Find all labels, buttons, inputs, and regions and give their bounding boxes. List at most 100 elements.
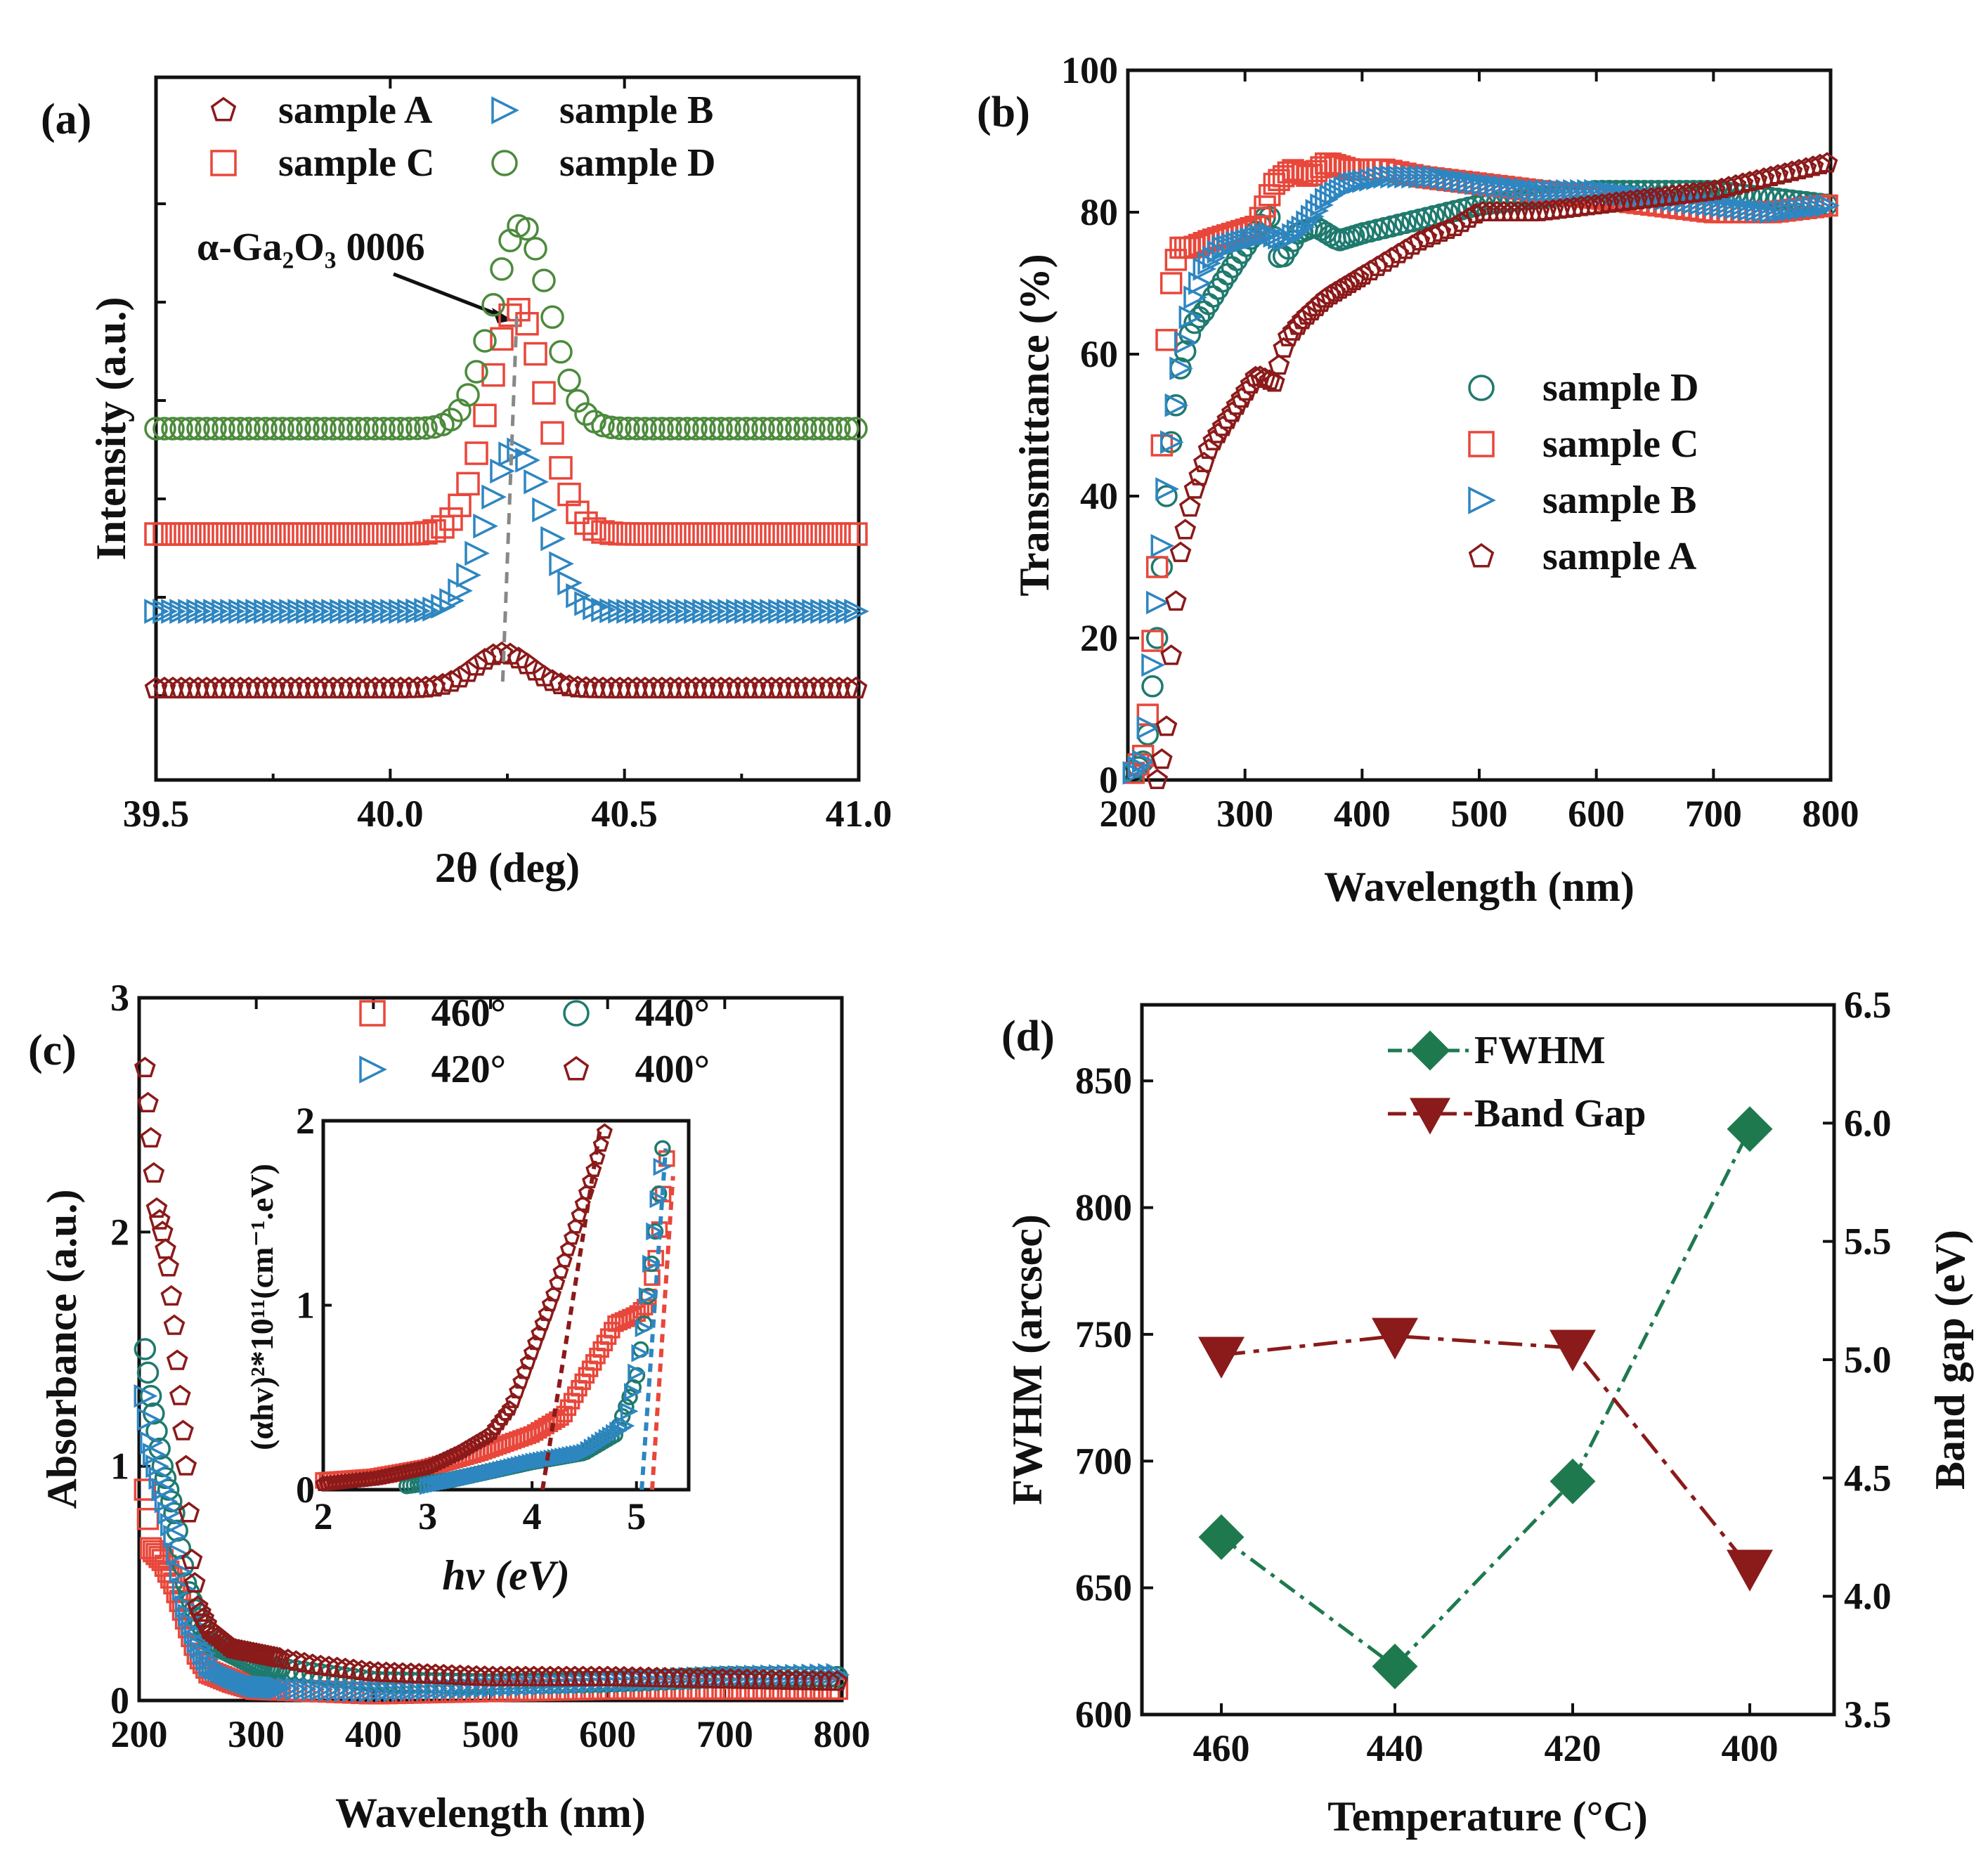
panel-b-point-sample-D (1150, 556, 1174, 578)
panel-a-point-sample-D (827, 417, 851, 441)
panel-a-point-sample-A (557, 674, 581, 696)
panel-b-point-sample-A (1739, 171, 1761, 192)
panel-d-ytick-label: 650 (1075, 1567, 1132, 1609)
panel-c-point-420° (342, 1679, 366, 1703)
panel-c-inset-point-400° (571, 1207, 587, 1223)
panel-a-legend-marker (210, 96, 237, 122)
panel-b-point-sample-A (1717, 176, 1740, 197)
panel-b-point-sample-B (1556, 178, 1580, 203)
panel-a-point-sample-D (532, 268, 556, 292)
panel-c-point-420° (481, 1674, 506, 1698)
panel-c-inset-point-420° (635, 1319, 654, 1338)
panel-c-legend-label: 440° (635, 991, 710, 1035)
panel-b-point-sample-B (1464, 171, 1488, 195)
panel-a-point-sample-B (363, 599, 389, 624)
panel-a-point-sample-C (532, 381, 556, 405)
panel-b-point-sample-A (1746, 169, 1768, 190)
panel-a-point-sample-D (279, 417, 303, 441)
panel-c-point-400° (342, 1658, 365, 1679)
panel-a-point-sample-D (330, 417, 353, 441)
panel-c-point-420° (367, 1679, 391, 1703)
panel-a-point-sample-B (397, 598, 422, 624)
panel-b-point-sample-A (1696, 180, 1719, 201)
panel-a-point-sample-B (734, 599, 760, 624)
panel-a-point-sample-D (296, 417, 320, 441)
panel-b-point-sample-B (1164, 393, 1189, 417)
panel-a-point-sample-B (844, 599, 869, 624)
panel-a-point-sample-B (195, 599, 220, 624)
panel-c-inset-point-400° (589, 1149, 606, 1165)
panel-a-point-sample-D (338, 417, 362, 441)
panel-c-inset-xtick-label: 3 (418, 1495, 437, 1537)
panel-b-point-sample-B (1788, 197, 1812, 221)
panel-b-point-sample-A (1570, 195, 1592, 216)
panel-a-point-sample-B (178, 599, 203, 624)
panel-b-ytick-label: 60 (1080, 333, 1118, 375)
panel-c-point-420° (181, 1612, 204, 1637)
panel-c-ytick-label: 3 (110, 977, 129, 1019)
panel-a-point-sample-B (557, 570, 583, 596)
panel-a-point-sample-D (819, 417, 843, 441)
panel-b-point-sample-A (1263, 371, 1285, 392)
panel-a-point-sample-D (540, 305, 564, 330)
panel-b-point-sample-A (1155, 715, 1178, 736)
panel-b-point-sample-B (1809, 194, 1833, 219)
panel-b-point-sample-A (1415, 226, 1438, 248)
panel-c-point-400° (309, 1654, 332, 1676)
panel-b-point-sample-B (1188, 271, 1212, 295)
panel-b-point-sample-A (1668, 183, 1691, 204)
panel-c-xtick-label: 700 (696, 1713, 753, 1755)
panel-a-point-sample-D (785, 417, 809, 441)
panel-a-point-sample-B (380, 599, 405, 624)
panel-b-xtick-label: 400 (1334, 793, 1391, 835)
panel-b-point-sample-C (1136, 703, 1159, 726)
panel-a-point-sample-B (819, 599, 844, 624)
panel-c-point-420° (383, 1678, 408, 1703)
panel-a-point-sample-C (439, 507, 463, 531)
panel-b-xtick-label: 800 (1802, 793, 1859, 835)
panel-a-point-sample-B (658, 599, 684, 624)
panel-b-point-sample-B (1450, 169, 1474, 193)
panel-b-point-sample-A (1429, 221, 1452, 242)
panel-b-point-sample-B (1549, 178, 1573, 203)
panel-c-inset-point-420° (646, 1222, 664, 1241)
panel-c-legend-marker (359, 1000, 386, 1027)
panel-c-point-400° (140, 1126, 162, 1148)
panel-a-point-sample-D (245, 417, 269, 441)
panel-b-point-sample-A (1654, 185, 1677, 207)
panel-b-point-sample-A (1724, 174, 1747, 195)
panel-a-point-sample-C (431, 515, 455, 539)
panel-d-ytick-label-right: 6.0 (1844, 1102, 1892, 1144)
panel-b-point-sample-A (1767, 164, 1789, 185)
panel-c-inset-xtick-label: 4 (523, 1495, 542, 1537)
panel-b-point-sample-B (1507, 176, 1531, 201)
panel-a-point-sample-D (709, 417, 733, 441)
panel-a-point-sample-B (549, 551, 574, 577)
panel-a-point-sample-B (296, 599, 321, 624)
panel-a-point-sample-B (591, 597, 616, 623)
panel-b-ytick-label: 80 (1080, 191, 1118, 233)
panel-b-point-sample-A (1169, 541, 1192, 562)
panel-a-xlabel: 2θ (deg) (435, 845, 580, 891)
panel-c-legend-label: 420° (431, 1048, 506, 1091)
panel-c-inset-point-420° (642, 1254, 661, 1273)
panel-a-point-sample-C (464, 441, 488, 465)
panel-c-point-400° (301, 1653, 324, 1674)
panel-a-point-sample-B (726, 599, 751, 624)
panel-c-point-400° (183, 1572, 206, 1593)
panel-a-point-sample-D (743, 417, 767, 441)
panel-a-point-sample-D (220, 417, 244, 441)
panel-a-point-sample-D (304, 417, 328, 441)
panel-c-inset-point-420° (620, 1402, 639, 1421)
panel-a-point-sample-B (228, 599, 254, 624)
panel-b-point-sample-A (1207, 422, 1229, 443)
panel-b-point-sample-A (1774, 162, 1796, 183)
panel-a-point-sample-C (456, 471, 480, 496)
panel-b-point-sample-A (1640, 187, 1663, 208)
panel-c-point-400° (151, 1221, 174, 1242)
panel-c-xtick-label: 400 (345, 1713, 402, 1755)
panel-a-point-sample-B (836, 599, 861, 624)
panel-b-point-sample-A (1521, 200, 1543, 222)
panel-c-point-420° (408, 1677, 432, 1701)
panel-b-point-sample-A (1563, 196, 1585, 217)
